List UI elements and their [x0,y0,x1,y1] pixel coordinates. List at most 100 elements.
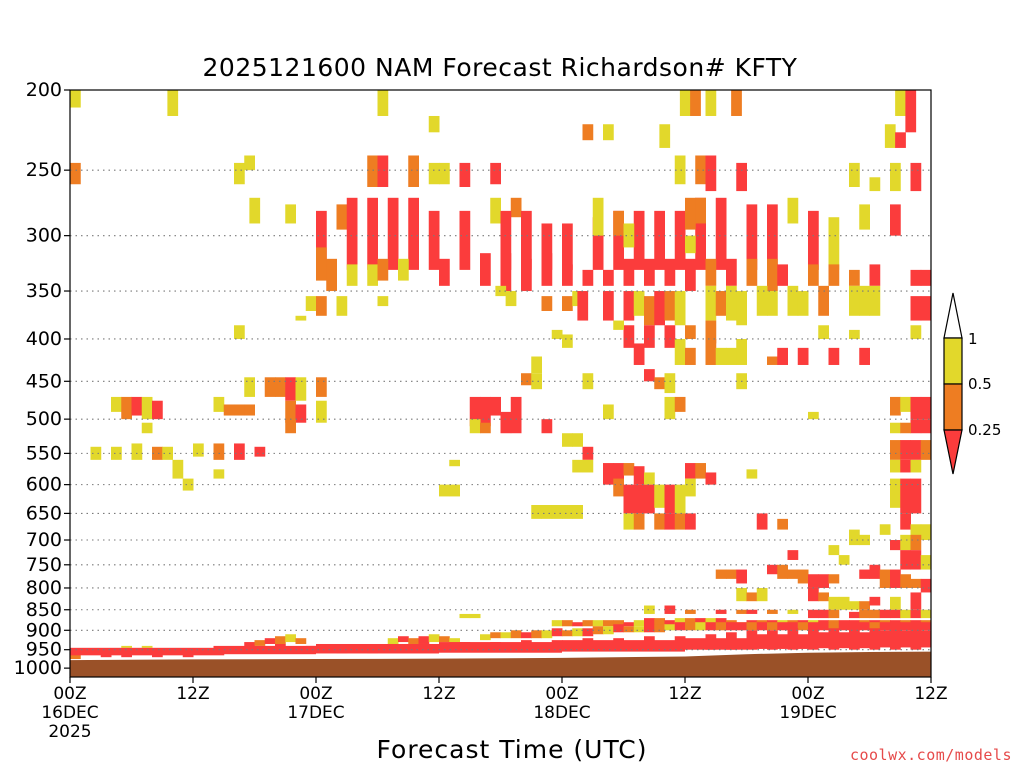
data-cell [480,253,491,286]
data-cell [613,320,624,330]
data-cell [767,356,778,365]
data-cell [377,155,389,187]
data-cell [285,634,296,643]
data-cell [577,291,589,321]
data-cell [787,609,799,614]
y-tick-label: 450 [26,370,62,392]
data-cell [428,210,440,270]
data-cell [920,419,931,434]
legend-swatch [943,383,963,431]
data-cell [890,622,901,631]
data-cell [705,338,717,365]
data-cell [582,459,594,473]
data-cell [767,564,778,575]
data-cell [562,433,573,447]
data-cell [316,247,327,281]
data-cell [777,518,788,530]
y-axis: 200 250 300 350 400 450 500 550 600 650 700 7508008… [14,79,70,679]
data-cell [654,618,665,627]
y-tick-label: 600 [26,474,62,496]
surface-band [808,632,870,649]
data-cell [890,440,901,460]
data-cell [459,162,471,187]
y-tick-label: 1000 [14,657,62,679]
data-cell [900,478,911,514]
data-cell [505,291,517,307]
x-tick-label: 00Z [791,684,824,704]
data-cell [849,269,860,286]
data-cell [295,638,307,644]
data-cell [562,223,573,270]
data-cell [326,258,337,292]
data-cell [613,210,624,236]
data-cell [644,605,655,614]
data-cell [910,419,922,434]
data-cell [275,636,286,644]
data-cell [644,369,655,382]
data-cell [387,197,399,270]
y-tick-label: 700 [26,529,62,551]
data-cell [305,296,317,311]
data-cell [439,258,450,286]
data-cell [726,258,737,286]
data-cell [808,210,819,270]
data-cell [572,433,583,447]
legend-label: 0.5 [968,375,992,393]
data-cell [685,478,696,497]
data-cell [295,377,307,401]
data-cell [264,377,276,397]
data-cell [582,269,594,286]
x-tick-label: 12Z [668,684,701,704]
data-cell [551,628,563,637]
data-cell [869,285,881,316]
data-cell [182,478,194,491]
data-cell [562,630,573,637]
y-tick-label: 500 [26,408,62,430]
y-tick-label: 400 [26,328,62,350]
data-cell [910,524,922,540]
data-cell [777,347,788,365]
data-cell [715,569,727,579]
x-tick-label: 00Z [545,684,578,704]
data-cell [910,622,922,631]
data-cell [849,162,860,187]
y-tick-label: 850 [26,599,62,621]
data-cell [808,574,819,588]
data-cell [223,404,235,416]
x-tick-label: 00Z [53,684,86,704]
data-cell [234,162,245,185]
data-cell [890,459,901,473]
data-cell [869,564,881,579]
data-cell [90,446,102,460]
data-cell [664,484,676,514]
data-cell [895,90,906,116]
data-cell [562,505,573,519]
data-cell [797,291,809,316]
data-cell [659,124,671,148]
surface-band [316,643,439,654]
data-cell [121,396,132,420]
data-cell [367,197,378,270]
data-cell [490,396,501,416]
data-cell [551,505,563,519]
data-cell [705,155,717,192]
data-cell [715,622,727,631]
data-cell [285,204,296,224]
data-cell [654,291,665,326]
data-cell [398,258,409,281]
data-cell [910,578,922,588]
data-cell [746,204,758,270]
x-tick-label: 12Z [422,684,455,704]
data-cell [705,472,717,485]
data-cell [808,411,819,420]
data-cell [890,478,901,508]
data-cell [449,459,460,467]
data-cell [613,463,624,485]
y-tick-label: 650 [26,502,62,524]
data-cell [582,628,594,637]
data-cell [644,325,655,348]
data-cell [459,613,471,619]
data-cell [818,325,829,339]
data-cell [767,204,778,270]
data-cell [521,632,532,639]
